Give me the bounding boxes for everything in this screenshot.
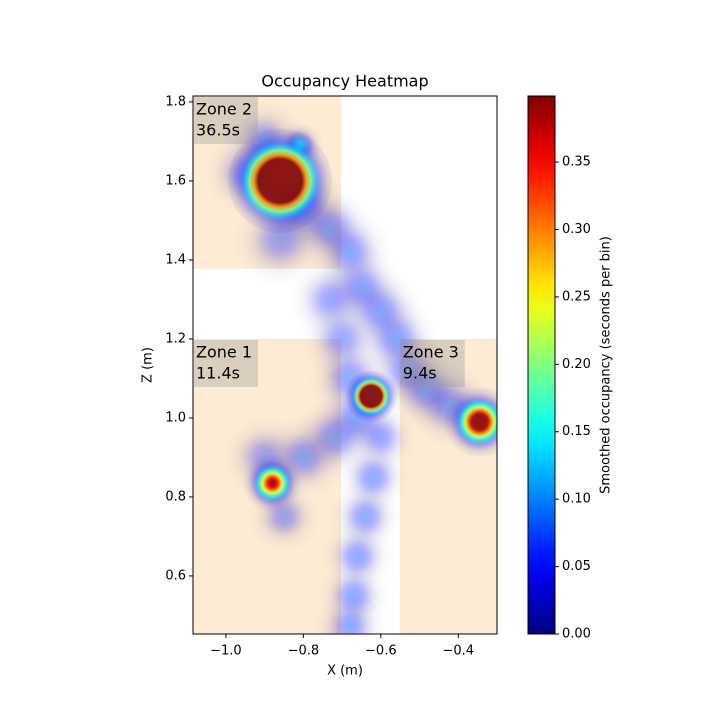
colorbar <box>527 95 556 635</box>
zone-label-box <box>194 97 258 144</box>
colorbar-label: Smoothed occupancy (seconds per bin) <box>599 236 614 494</box>
chart-title: Occupancy Heatmap <box>261 72 428 91</box>
y-tick-label: 1.2 <box>165 331 186 346</box>
zone-name: Zone 3 <box>403 342 459 361</box>
heat-blob <box>444 387 497 457</box>
heat-blob <box>345 370 397 422</box>
colorbar-tick-label: 0.00 <box>562 627 591 642</box>
x-tick-label: −1.0 <box>210 644 242 659</box>
zone-time: 36.5s <box>196 121 240 140</box>
colorbar-tick-label: 0.25 <box>562 289 591 304</box>
heat-blob <box>243 454 302 513</box>
colorbar-tick-label: 0.15 <box>562 424 591 439</box>
y-tick-label: 0.6 <box>165 568 186 583</box>
x-tick-label: −0.6 <box>365 644 397 659</box>
colorbar-tick-label: 0.35 <box>562 155 591 170</box>
zone-label-box <box>400 339 465 387</box>
x-axis-label: X (m) <box>327 664 363 679</box>
heat-blob <box>227 128 333 234</box>
x-tick-label: −0.8 <box>288 644 320 659</box>
plot-frame <box>192 95 498 635</box>
zone-name: Zone 1 <box>196 342 252 361</box>
y-tick-label: 0.8 <box>165 489 186 504</box>
colorbar-tick-label: 0.10 <box>562 492 591 507</box>
x-tick-label: −0.4 <box>442 644 474 659</box>
colorbar-tick-label: 0.20 <box>562 357 591 372</box>
y-tick-label: 1.6 <box>165 173 186 188</box>
heatmap: Zone 2 36.5s Zone 1 11.4s Zone 3 9.4s <box>193 96 497 634</box>
zone-name: Zone 2 <box>196 100 252 119</box>
colorbar-tick-label: 0.05 <box>562 559 591 574</box>
heat-blob <box>314 592 385 634</box>
colorbar-tick-label: 0.30 <box>562 222 591 237</box>
y-tick-label: 1.8 <box>165 94 186 109</box>
y-axis-label: Z (m) <box>141 347 156 383</box>
y-tick-label: 1.0 <box>165 410 186 425</box>
y-tick-label: 1.4 <box>165 252 186 267</box>
zone-time: 9.4s <box>403 363 437 382</box>
zone-time: 11.4s <box>196 363 240 382</box>
zone-label-box <box>194 339 258 387</box>
